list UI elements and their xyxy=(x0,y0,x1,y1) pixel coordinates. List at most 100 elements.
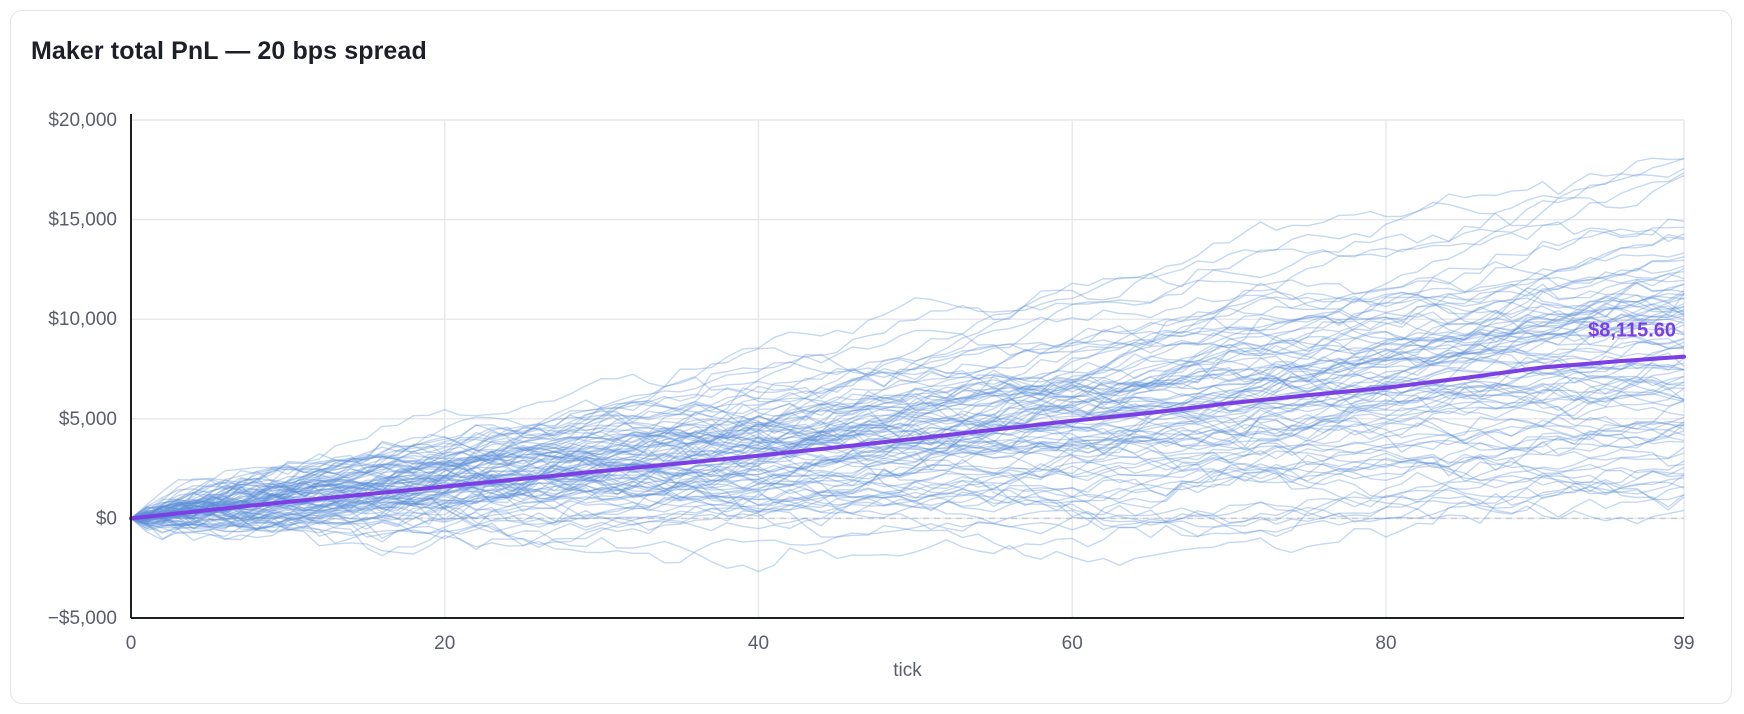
simulated-path xyxy=(130,305,1685,519)
simulated-path xyxy=(130,376,1685,525)
x-tick-label: 0 xyxy=(126,633,137,654)
simulated-path xyxy=(130,228,1685,527)
simulated-path xyxy=(130,466,1685,564)
simulated-path xyxy=(130,451,1685,521)
simulated-path xyxy=(130,436,1685,533)
y-tick-label: $20,000 xyxy=(48,110,117,131)
chart-card: Maker total PnL — 20 bps spread xyxy=(10,10,1732,704)
simulated-path xyxy=(130,430,1685,531)
simulated-path xyxy=(130,436,1685,524)
simulated-path xyxy=(130,326,1685,530)
simulated-path xyxy=(130,323,1685,520)
simulated-path xyxy=(130,346,1685,520)
x-axis-title: tick xyxy=(893,660,922,681)
simulated-path xyxy=(130,283,1685,539)
simulated-path xyxy=(130,419,1685,520)
simulated-path xyxy=(130,267,1685,541)
simulated-path xyxy=(130,420,1685,525)
simulated-path xyxy=(130,337,1685,520)
simulated-path xyxy=(130,167,1685,520)
simulated-path xyxy=(130,448,1685,544)
simulated-path xyxy=(130,261,1685,525)
simulated-path xyxy=(130,157,1685,519)
simulated-path xyxy=(130,303,1685,520)
simulated-path xyxy=(130,305,1685,520)
simulated-path xyxy=(130,356,1685,521)
simulated-path xyxy=(130,256,1685,520)
simulated-path xyxy=(130,476,1685,538)
simulated-path xyxy=(130,378,1685,523)
simulated-path xyxy=(130,416,1685,549)
simulated-path xyxy=(130,353,1685,520)
simulated-path xyxy=(130,252,1685,520)
simulated-path xyxy=(130,318,1685,520)
simulated-path xyxy=(130,282,1685,522)
simulated-path xyxy=(130,444,1685,540)
simulated-path xyxy=(130,481,1685,537)
y-tick-label: $0 xyxy=(96,508,117,529)
simulated-path xyxy=(130,421,1685,541)
simulated-path xyxy=(130,404,1685,523)
mean-line xyxy=(129,354,1686,521)
simulated-path xyxy=(130,305,1685,520)
simulated-path xyxy=(130,295,1685,521)
simulated-path xyxy=(130,345,1685,520)
simulated-path xyxy=(130,319,1685,520)
simulated-paths xyxy=(130,157,1685,573)
simulated-path xyxy=(130,302,1685,533)
simulated-path xyxy=(130,453,1685,520)
simulated-path xyxy=(130,292,1685,524)
simulated-path xyxy=(130,282,1685,521)
simulated-path xyxy=(130,348,1685,523)
simulated-path xyxy=(130,474,1685,557)
simulated-path xyxy=(130,379,1685,524)
x-tick-label: 80 xyxy=(1375,633,1396,654)
simulated-path xyxy=(130,302,1685,520)
simulated-path xyxy=(130,376,1685,555)
simulated-path xyxy=(130,376,1685,540)
simulated-path xyxy=(130,278,1685,520)
mean-end-value-label: $8,115.60 xyxy=(1588,320,1676,342)
simulated-path xyxy=(130,292,1685,529)
simulated-path xyxy=(130,398,1685,520)
x-tick-label: 99 xyxy=(1673,633,1694,654)
simulated-path xyxy=(130,259,1685,530)
y-tick-label: $5,000 xyxy=(59,409,117,430)
axes xyxy=(130,114,1684,619)
simulated-path xyxy=(130,376,1685,519)
x-tick-label: 60 xyxy=(1062,633,1083,654)
simulated-path xyxy=(130,309,1685,528)
simulated-path xyxy=(130,481,1685,538)
simulated-path xyxy=(130,292,1685,520)
simulated-path xyxy=(130,366,1685,520)
chart-title: Maker total PnL — 20 bps spread xyxy=(31,37,427,65)
simulated-path xyxy=(130,325,1685,520)
simulated-path xyxy=(130,333,1685,520)
x-tick-label: 40 xyxy=(748,633,769,654)
mean-series xyxy=(129,354,1686,521)
simulated-path xyxy=(130,352,1685,527)
simulated-path xyxy=(130,296,1685,534)
simulated-path xyxy=(130,399,1685,522)
simulated-path xyxy=(130,446,1685,522)
y-tick-labels: −$5,000 $0 $5,000 $10,000 $15,000 $20,000 xyxy=(48,110,117,629)
simulated-path xyxy=(130,341,1685,522)
x-tick-labels: 0 20 40 60 80 99 xyxy=(126,633,1695,654)
simulated-path xyxy=(130,236,1685,520)
simulated-path xyxy=(130,389,1685,529)
simulated-path xyxy=(130,387,1685,519)
simulated-path xyxy=(130,394,1685,520)
simulated-path xyxy=(130,352,1685,530)
y-tick-label: $15,000 xyxy=(48,210,117,231)
x-tick-label: 20 xyxy=(434,633,455,654)
simulated-path xyxy=(130,474,1685,539)
simulated-path xyxy=(130,226,1685,520)
simulated-path xyxy=(130,233,1685,520)
simulated-path xyxy=(131,416,1685,520)
simulated-path xyxy=(130,157,1685,521)
simulated-path xyxy=(130,463,1685,573)
simulated-path xyxy=(130,172,1685,520)
simulated-path xyxy=(130,387,1685,520)
simulated-path xyxy=(130,290,1685,530)
simulated-path xyxy=(130,297,1685,520)
